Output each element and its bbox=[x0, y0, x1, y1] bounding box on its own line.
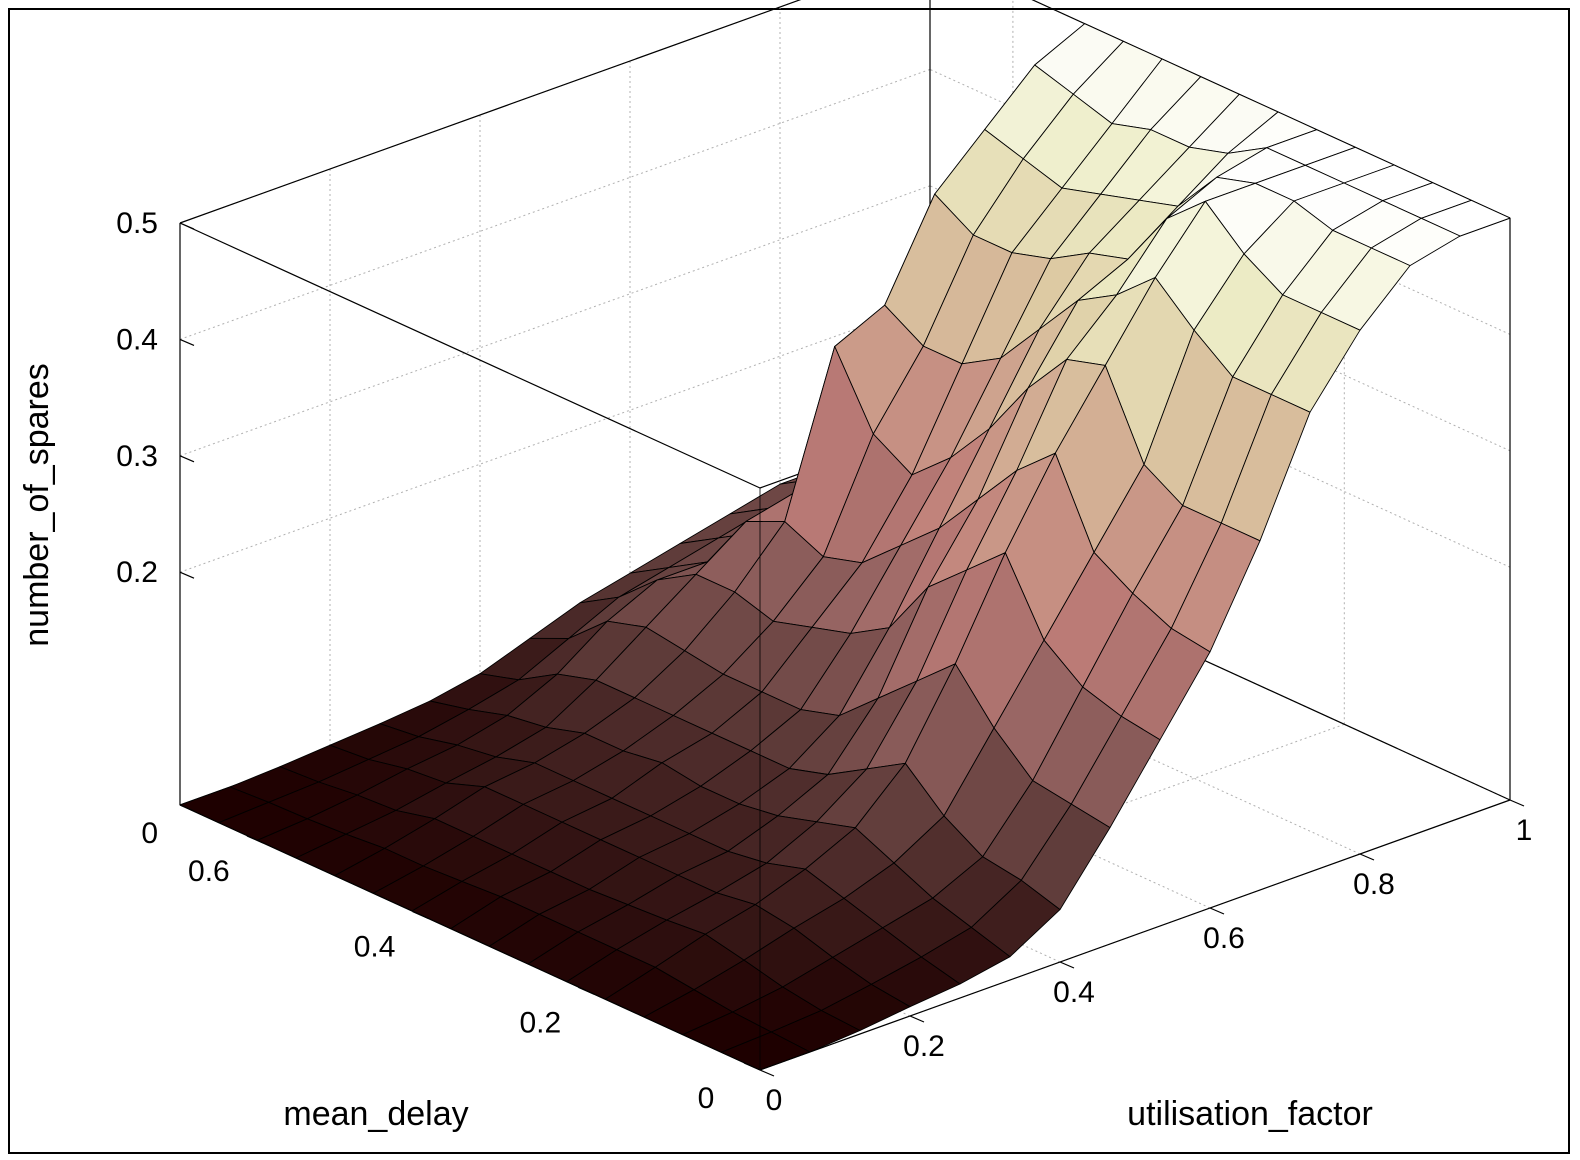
z-tick bbox=[179, 804, 195, 812]
z-tick bbox=[179, 338, 195, 346]
z-tick-label: 0.5 bbox=[116, 207, 158, 240]
x-tick bbox=[1509, 799, 1525, 807]
z-tick bbox=[179, 455, 195, 463]
x-tick bbox=[909, 1015, 925, 1023]
y-tick-label: 0.6 bbox=[188, 855, 230, 888]
y-tick bbox=[743, 1062, 761, 1071]
z-tick-label: 0.3 bbox=[116, 440, 158, 473]
z-tick bbox=[179, 222, 195, 230]
x-tick bbox=[1359, 853, 1375, 861]
x-tick bbox=[759, 1069, 775, 1077]
surface bbox=[179, 23, 1511, 1071]
x-tick-label: 0 bbox=[766, 1084, 783, 1117]
z-tick bbox=[179, 571, 195, 579]
tick-layer: 0 0.2 0.4 0.6 0.8 1 0 0.2 0.4 0.6 0 0.2 0.3 0.4 0.5 bbox=[116, 207, 1532, 1117]
x-tick bbox=[1059, 961, 1075, 969]
box-edge bbox=[179, 222, 761, 489]
z-tick-label: 0 bbox=[141, 817, 158, 850]
grid-line-z-back bbox=[179, 68, 931, 340]
z-tick-label: 0.2 bbox=[116, 556, 158, 589]
x-tick-label: 0.4 bbox=[1053, 976, 1095, 1009]
y-tick bbox=[578, 986, 595, 995]
y-tick bbox=[412, 911, 429, 920]
box-front-edges bbox=[179, 488, 1511, 1071]
y-tick-label: 0.4 bbox=[354, 931, 396, 964]
box-edge-front bbox=[179, 804, 761, 1071]
x-axis-label: utilisation_factor bbox=[1127, 1095, 1373, 1133]
grid-line-z-back bbox=[179, 0, 801, 224]
y-axis-label: mean_delay bbox=[283, 1095, 468, 1133]
x-tick-label: 0.8 bbox=[1353, 868, 1395, 901]
x-tick-label: 0.2 bbox=[903, 1030, 945, 1063]
x-tick-label: 0.6 bbox=[1203, 922, 1245, 955]
x-tick-label: 1 bbox=[1516, 814, 1533, 847]
y-tick bbox=[246, 835, 264, 844]
y-tick-label: 0.2 bbox=[519, 1006, 561, 1039]
x-tick bbox=[1209, 907, 1225, 915]
z-tick-label: 0.4 bbox=[116, 323, 158, 356]
box-edge bbox=[179, 0, 802, 224]
z-axis-label: number_of_spares bbox=[18, 363, 56, 647]
y-tick-label: 0 bbox=[698, 1082, 715, 1115]
box-edge-front bbox=[759, 799, 1511, 1071]
